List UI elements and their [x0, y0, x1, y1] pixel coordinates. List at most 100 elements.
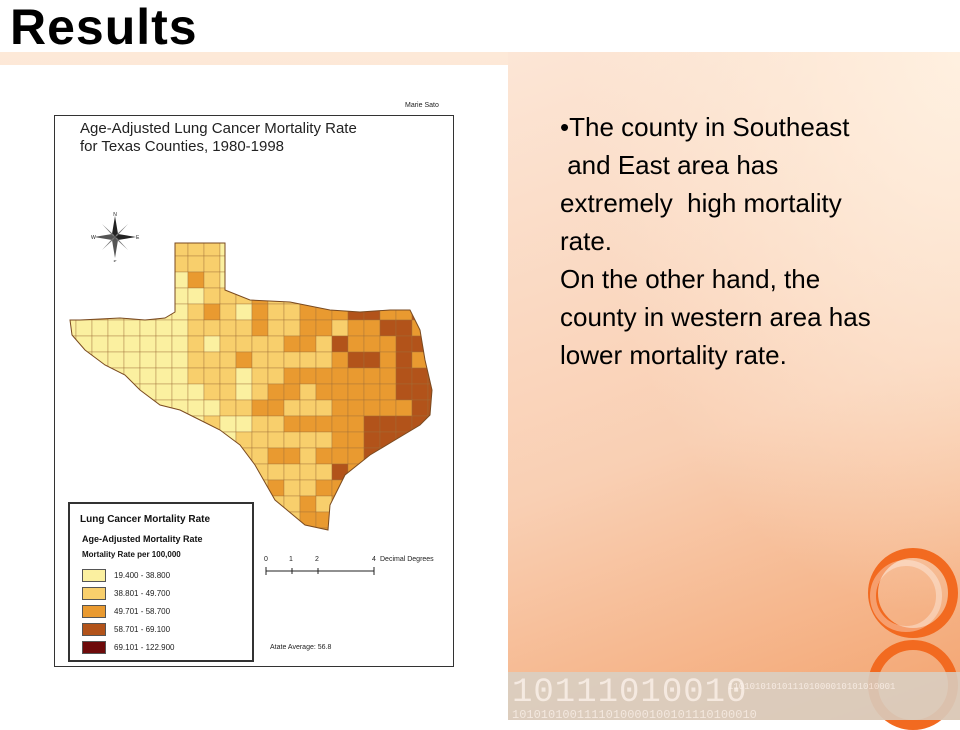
county-cell [363, 351, 381, 369]
county-cell [395, 243, 413, 257]
county-cell [251, 431, 269, 449]
county-cell [123, 287, 141, 305]
county-cell [315, 527, 333, 530]
county-cell [411, 479, 429, 497]
county-cell [251, 495, 269, 513]
legend-class-1: 19.400 - 38.800 [82, 568, 170, 582]
county-cell [427, 319, 432, 337]
county-cell [395, 447, 413, 465]
county-cell [70, 271, 77, 289]
county-cell [411, 431, 429, 449]
county-cell [139, 399, 157, 417]
county-cell [379, 287, 397, 305]
county-cell [315, 351, 333, 369]
county-cell [395, 351, 413, 369]
county-cell [363, 383, 381, 401]
county-cell [283, 463, 301, 481]
county-cell [331, 271, 349, 289]
county-cell [315, 399, 333, 417]
county-cell [155, 383, 173, 401]
county-cell [395, 255, 413, 273]
county-cell [347, 383, 365, 401]
county-cell [187, 303, 205, 321]
county-cell [235, 431, 253, 449]
bullet-line-5: On the other hand, the [560, 264, 821, 294]
county-cell [107, 415, 125, 433]
compass-n: N [113, 212, 117, 218]
county-cell [139, 447, 157, 465]
county-cell [331, 319, 349, 337]
county-cell [267, 367, 285, 385]
county-cell [283, 447, 301, 465]
county-cell [139, 319, 157, 337]
county-cell [315, 303, 333, 321]
county-cell [219, 383, 237, 401]
county-cell [395, 527, 413, 530]
county-cell [347, 351, 365, 369]
county-cell [299, 495, 317, 513]
county-cell [283, 303, 301, 321]
county-cell [363, 527, 381, 530]
county-cell [91, 367, 109, 385]
county-cell [235, 271, 253, 289]
compass-w: W [91, 235, 96, 241]
county-cell [70, 243, 77, 257]
bullet-line-2: and East area has [560, 150, 779, 180]
county-cell [107, 431, 125, 449]
county-cell [70, 447, 77, 465]
county-cell [267, 319, 285, 337]
county-cell [203, 415, 221, 433]
legend-swatch-4 [82, 622, 106, 636]
scale-bar: 0 1 2 4 Decimal Degrees [264, 556, 434, 575]
county-cell [427, 243, 432, 257]
county-cell [123, 447, 141, 465]
county-cell [411, 399, 429, 417]
white-ring-decoration [870, 560, 942, 632]
map-legend: Lung Cancer Mortality Rate Age-Adjusted … [68, 502, 254, 662]
county-cell [219, 479, 237, 497]
county-cell [155, 399, 173, 417]
county-cell [123, 399, 141, 417]
county-cell [379, 447, 397, 465]
county-cell [363, 319, 381, 337]
county-cell [363, 271, 381, 289]
county-cell [251, 527, 269, 530]
county-cell [70, 255, 77, 273]
county-cell [331, 287, 349, 305]
county-cell [107, 271, 125, 289]
county-cell [299, 367, 317, 385]
legend-subtitle: Age-Adjusted Mortality Rate [82, 534, 203, 544]
county-cell [235, 479, 253, 497]
county-cell [315, 415, 333, 433]
county-cell [70, 319, 77, 337]
county-cell [235, 319, 253, 337]
county-cell [315, 431, 333, 449]
county-cell [283, 383, 301, 401]
county-cell [70, 479, 77, 497]
county-cell [155, 287, 173, 305]
county-cell [427, 383, 432, 401]
county-cell [347, 335, 365, 353]
legend-label-5: 69.101 - 122.900 [114, 642, 175, 652]
county-cell [251, 335, 269, 353]
county-cell [395, 399, 413, 417]
county-cell [267, 243, 285, 257]
county-cell [331, 303, 349, 321]
county-cell [283, 335, 301, 353]
map-title: Age-Adjusted Lung Cancer Mortality Rate … [80, 120, 357, 156]
scale-tick-1: 1 [289, 556, 293, 563]
county-cell [251, 319, 269, 337]
county-cell [315, 255, 333, 273]
county-cell [91, 431, 109, 449]
county-cell [299, 319, 317, 337]
legend-class-4: 58.701 - 69.100 [82, 622, 170, 636]
county-cell [70, 303, 77, 321]
county-cell [427, 447, 432, 465]
county-cell [395, 335, 413, 353]
county-cell [363, 431, 381, 449]
county-cell [251, 243, 269, 257]
legend-class-2: 38.801 - 49.700 [82, 586, 170, 600]
legend-unit: Mortality Rate per 100,000 [82, 550, 181, 559]
county-cell [171, 319, 189, 337]
county-cell [347, 479, 365, 497]
